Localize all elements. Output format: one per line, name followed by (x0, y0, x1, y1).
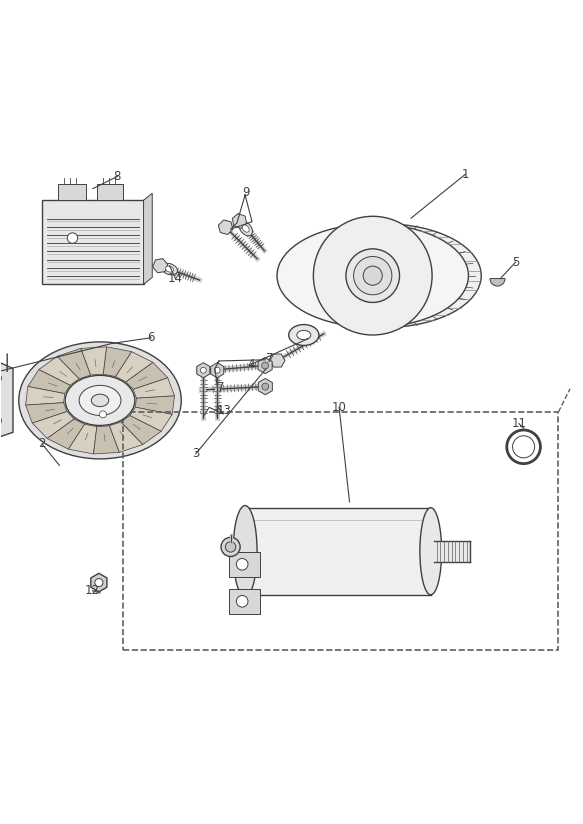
Polygon shape (143, 194, 152, 284)
Ellipse shape (289, 325, 319, 345)
Ellipse shape (233, 506, 257, 597)
Circle shape (236, 559, 248, 570)
Bar (123, 412, 559, 650)
Polygon shape (93, 426, 120, 454)
Circle shape (353, 256, 392, 295)
Bar (42, 200, 143, 284)
Text: 6: 6 (147, 331, 155, 344)
Polygon shape (28, 369, 70, 394)
Circle shape (346, 249, 399, 302)
Circle shape (95, 578, 103, 587)
Text: 1: 1 (462, 167, 469, 180)
Circle shape (0, 416, 1, 425)
Bar (97, 184, 123, 200)
Ellipse shape (166, 266, 174, 272)
Text: 3: 3 (192, 447, 199, 461)
Bar (245, 508, 431, 595)
Ellipse shape (92, 394, 109, 407)
Polygon shape (26, 403, 67, 424)
Ellipse shape (161, 263, 177, 275)
Text: 8: 8 (114, 170, 121, 183)
Polygon shape (126, 363, 168, 389)
Text: 12: 12 (85, 584, 100, 597)
Ellipse shape (236, 508, 254, 595)
Polygon shape (135, 396, 174, 414)
Polygon shape (229, 588, 259, 614)
Circle shape (262, 362, 269, 369)
Ellipse shape (277, 224, 469, 327)
Circle shape (226, 541, 236, 552)
Circle shape (215, 368, 220, 373)
Polygon shape (121, 415, 161, 444)
Polygon shape (32, 411, 74, 438)
Circle shape (314, 216, 432, 335)
Ellipse shape (297, 330, 311, 339)
Polygon shape (115, 352, 153, 382)
Polygon shape (57, 349, 90, 379)
Circle shape (363, 266, 382, 285)
Text: 4: 4 (247, 358, 255, 371)
Polygon shape (110, 422, 143, 452)
Polygon shape (68, 424, 97, 454)
Ellipse shape (239, 222, 252, 236)
Text: 11: 11 (511, 417, 526, 430)
Ellipse shape (19, 342, 181, 459)
Text: 2: 2 (38, 438, 45, 451)
Ellipse shape (243, 225, 250, 232)
Ellipse shape (79, 386, 121, 415)
Polygon shape (229, 551, 259, 577)
Polygon shape (39, 356, 79, 386)
Circle shape (67, 233, 78, 243)
Circle shape (0, 374, 1, 383)
Polygon shape (47, 419, 85, 449)
Text: 9: 9 (243, 186, 250, 199)
Polygon shape (103, 347, 132, 377)
Bar (58, 184, 86, 200)
Polygon shape (0, 358, 13, 440)
Polygon shape (133, 377, 174, 398)
Bar (434, 541, 470, 562)
Text: 5: 5 (512, 255, 519, 269)
Polygon shape (80, 347, 107, 375)
Text: 13: 13 (217, 405, 231, 417)
Wedge shape (490, 279, 505, 286)
Circle shape (100, 411, 107, 418)
Circle shape (236, 596, 248, 607)
Polygon shape (26, 386, 65, 405)
Circle shape (201, 368, 206, 373)
Polygon shape (130, 407, 172, 431)
Ellipse shape (420, 508, 442, 595)
Text: 10: 10 (332, 400, 346, 414)
Circle shape (262, 383, 269, 390)
Text: 7: 7 (266, 352, 273, 365)
Ellipse shape (65, 375, 135, 425)
Ellipse shape (290, 224, 481, 327)
Circle shape (221, 537, 240, 556)
Text: 14: 14 (168, 272, 183, 285)
Text: 7: 7 (217, 382, 224, 394)
